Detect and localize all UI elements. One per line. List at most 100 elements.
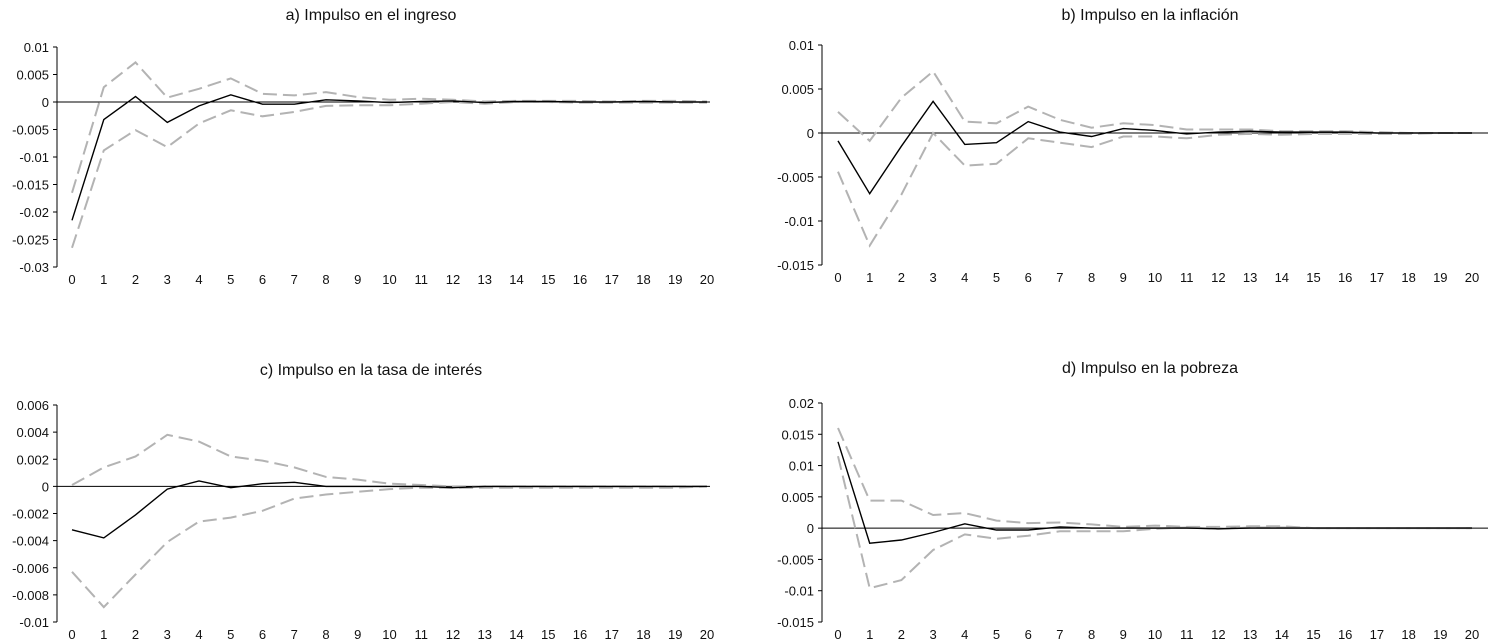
y-tick-label: 0.006: [16, 398, 49, 413]
x-tick-label: 6: [259, 627, 266, 642]
y-tick-label: 0.02: [789, 396, 814, 411]
x-tick-label: 3: [929, 270, 936, 285]
x-tick-label: 13: [478, 627, 492, 642]
x-tick-label: 6: [1025, 270, 1032, 285]
x-tick-label: 10: [1148, 270, 1162, 285]
y-tick-label: -0.004: [12, 534, 49, 549]
y-tick-label: -0.03: [19, 260, 49, 275]
y-tick-label: -0.01: [784, 584, 814, 599]
x-tick-label: 9: [1120, 270, 1127, 285]
x-tick-label: 5: [993, 627, 1000, 642]
y-tick-label: -0.025: [12, 233, 49, 248]
x-tick-label: 16: [1338, 627, 1352, 642]
y-tick-label: -0.02: [19, 205, 49, 220]
x-tick-label: 12: [446, 272, 460, 287]
x-tick-label: 2: [132, 272, 139, 287]
x-tick-label: 14: [1275, 627, 1289, 642]
panel-title: d) Impulso en la pobreza: [1062, 360, 1238, 377]
x-tick-label: 19: [668, 272, 682, 287]
y-tick-label: 0.01: [789, 459, 814, 474]
x-tick-label: 17: [605, 272, 619, 287]
x-tick-label: 5: [227, 627, 234, 642]
x-tick-label: 11: [1180, 627, 1194, 642]
x-tick-label: 19: [1433, 270, 1447, 285]
y-tick-label: -0.006: [12, 561, 49, 576]
x-tick-label: 3: [929, 627, 936, 642]
confidence-band-line: [71, 100, 707, 249]
x-tick-label: 5: [993, 270, 1000, 285]
x-tick-label: 19: [668, 627, 682, 642]
x-tick-label: 15: [541, 627, 555, 642]
x-tick-label: 16: [573, 272, 587, 287]
y-tick-label: 0.01: [789, 38, 814, 53]
panel-b: b) Impulso en la inflación 0.01 0.005 0 -0.0…: [777, 7, 1488, 285]
x-tick-label: 13: [1243, 270, 1257, 285]
panel-d: d) Impulso en la pobreza 0.02 0.015 0.01 0.0…: [777, 360, 1488, 642]
y-tick-label: -0.015: [12, 178, 49, 193]
panel-c: c) Impulso en la tasa de interés 0.006 0.0…: [12, 362, 714, 642]
x-tick-label: 11: [1180, 270, 1194, 285]
x-tick-label: 17: [1370, 627, 1384, 642]
x-tick-label: 0: [68, 272, 75, 287]
x-tick-label: 16: [573, 627, 587, 642]
x-tick-label: 4: [961, 270, 968, 285]
x-tick-label: 7: [1056, 270, 1063, 285]
x-tick-label: 19: [1433, 627, 1447, 642]
x-tick-label: 6: [1025, 627, 1032, 642]
x-tick-label: 18: [636, 272, 650, 287]
confidence-band-line: [71, 61, 708, 194]
x-tick-label: 18: [636, 627, 650, 642]
panel-title: b) Impulso en la inflación: [1062, 7, 1239, 24]
x-tick-label: 20: [700, 627, 714, 642]
x-tick-label: 8: [322, 627, 329, 642]
y-tick-label: 0.005: [781, 82, 814, 97]
impulse-response-line: [837, 100, 1472, 196]
x-tick-label: 2: [898, 627, 905, 642]
x-tick-label: 18: [1401, 270, 1415, 285]
impulse-response-line: [71, 94, 707, 221]
x-tick-label: 1: [866, 270, 873, 285]
y-tick-label: 0.005: [781, 490, 814, 505]
x-tick-label: 12: [1211, 627, 1225, 642]
x-tick-label: 2: [132, 627, 139, 642]
x-tick-label: 4: [195, 272, 202, 287]
x-tick-label: 4: [961, 627, 968, 642]
confidence-band-line: [837, 455, 1472, 590]
y-tick-label: 0: [807, 126, 814, 141]
x-tick-label: 15: [1306, 270, 1320, 285]
x-tick-label: 4: [195, 627, 202, 642]
x-tick-label: 8: [322, 272, 329, 287]
x-tick-label: 17: [1370, 270, 1384, 285]
x-tick-label: 14: [509, 627, 523, 642]
x-tick-label: 10: [1148, 627, 1162, 642]
x-tick-label: 9: [354, 627, 361, 642]
x-tick-label: 12: [1211, 270, 1225, 285]
x-tick-label: 20: [700, 272, 714, 287]
x-tick-label: 11: [415, 627, 429, 642]
x-tick-label: 10: [382, 272, 396, 287]
x-tick-label: 3: [164, 627, 171, 642]
y-tick-label: -0.015: [777, 258, 814, 273]
x-tick-label: 1: [866, 627, 873, 642]
x-tick-label: 9: [354, 272, 361, 287]
x-tick-label: 7: [291, 272, 298, 287]
panel-a: a) Impulso en el ingreso 0.01 0.005 0 -0.005…: [12, 7, 714, 287]
x-tick-label: 14: [509, 272, 523, 287]
x-tick-label: 1: [100, 627, 107, 642]
y-tick-label: 0: [42, 95, 49, 110]
confidence-band-line: [71, 433, 707, 488]
y-tick-label: 0.01: [24, 40, 49, 55]
x-tick-label: 20: [1465, 627, 1479, 642]
x-tick-label: 14: [1275, 270, 1289, 285]
x-tick-label: 20: [1465, 270, 1479, 285]
impulse-response-line: [837, 441, 1472, 544]
x-tick-label: 18: [1401, 627, 1415, 642]
x-tick-label: 10: [382, 627, 396, 642]
y-tick-label: 0.015: [781, 427, 814, 442]
x-tick-label: 0: [68, 627, 75, 642]
x-tick-label: 12: [446, 627, 460, 642]
panel-title: a) Impulso en el ingreso: [286, 7, 457, 24]
x-tick-label: 3: [164, 272, 171, 287]
y-tick-label: 0.005: [16, 68, 49, 83]
